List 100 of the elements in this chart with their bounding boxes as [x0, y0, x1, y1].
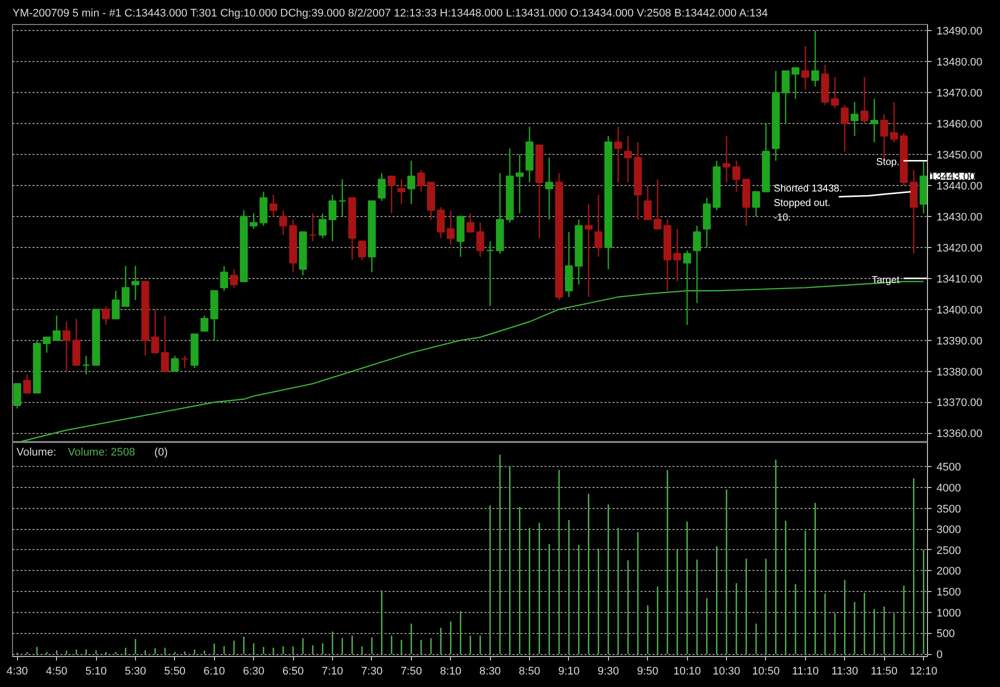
y-tick-label: 13360.00 — [936, 428, 982, 440]
x-tick-label: 10:50 — [752, 666, 780, 678]
candlestick — [644, 184, 652, 220]
y-tick-label: 13390.00 — [936, 335, 982, 348]
candlestick — [112, 290, 120, 320]
candlestick — [122, 265, 130, 307]
chart-title: Volume: — [16, 446, 56, 458]
y-tick-label: 2000 — [936, 566, 961, 578]
x-tick-label: 5:50 — [164, 666, 186, 678]
x-tick-label: 8:50 — [518, 666, 540, 678]
candlestick — [476, 222, 484, 258]
annotation: Shorted 13438. Stopped out. -10. — [774, 184, 842, 224]
y-tick-label: 13380.00 — [936, 366, 982, 378]
candlestick — [269, 194, 278, 218]
candlestick — [870, 98, 878, 143]
candlestick — [850, 101, 859, 137]
candlestick — [23, 374, 32, 394]
candlestick — [584, 203, 593, 298]
candlestick — [614, 126, 622, 184]
y-tick-label: 4000 — [936, 482, 961, 494]
candlestick — [180, 355, 189, 369]
y-tick-label: 3000 — [936, 524, 961, 536]
candlestick — [328, 194, 336, 242]
y-tick-label: 1000 — [936, 607, 961, 620]
candlestick — [378, 172, 386, 202]
candlestick — [417, 169, 426, 192]
candlestick — [161, 314, 169, 372]
x-tick-label: 10:30 — [712, 666, 740, 678]
y-tick-label: 13460.00 — [936, 118, 982, 131]
x-tick-label: 6:10 — [204, 666, 225, 678]
y-tick-label: 500 — [936, 628, 955, 640]
candlestick — [318, 212, 327, 239]
y-tick-label: 4500 — [936, 462, 961, 474]
y-tick-label: 1500 — [936, 586, 961, 599]
candlestick — [654, 178, 662, 230]
candlestick — [732, 160, 740, 192]
candlestick — [466, 212, 474, 233]
y-tick-label: 13430.00 — [936, 211, 982, 224]
candlestick — [782, 70, 790, 124]
candlestick — [811, 30, 820, 88]
candlestick — [693, 225, 701, 304]
candlestick — [82, 355, 90, 376]
x-tick-label: 8:30 — [479, 666, 501, 678]
x-tick-label: 10:10 — [673, 666, 701, 678]
y-tick-label: 2500 — [936, 544, 961, 557]
y-tick-label: 13480.00 — [936, 56, 982, 69]
candlestick — [840, 104, 849, 152]
candlestick — [388, 176, 396, 214]
candlestick — [13, 383, 22, 410]
x-tick-label: 11:10 — [792, 666, 819, 678]
candlestick — [397, 178, 406, 205]
x-tick-label: 7:30 — [361, 666, 383, 678]
x-tick-label: 9:30 — [598, 666, 620, 678]
x-tick-label: 6:30 — [242, 666, 264, 678]
candlestick — [102, 306, 110, 326]
candlestick — [683, 250, 692, 326]
candlestick — [230, 268, 238, 288]
x-tick-label: 11:30 — [831, 666, 858, 678]
x-tick-label: 7:50 — [400, 666, 422, 678]
y-tick-label: 13370.00 — [936, 397, 982, 410]
candlestick — [594, 194, 602, 258]
candlestick — [890, 101, 898, 143]
candlestick — [151, 308, 160, 354]
candlestick — [722, 135, 730, 184]
candlestick — [860, 76, 868, 124]
y-tick-label: 0 — [936, 649, 943, 661]
y-tick-label: 13420.00 — [936, 242, 982, 254]
candlestick — [200, 314, 208, 332]
candlestick — [624, 135, 632, 184]
x-tick-label: 6:50 — [282, 666, 304, 678]
annotation: (0) — [154, 446, 168, 458]
candlestick — [407, 160, 416, 205]
candlestick — [170, 355, 179, 372]
x-tick-label: 5:30 — [124, 666, 146, 678]
y-tick-label: 13410.00 — [936, 273, 982, 286]
candlestick — [42, 336, 51, 354]
candlestick — [62, 321, 70, 372]
candlestick — [752, 191, 760, 218]
candlestick — [545, 156, 554, 220]
ref-line-label: Stop. — [876, 157, 900, 168]
y-tick-label: 13450.00 — [936, 150, 982, 162]
y-tick-label: 13490.00 — [936, 26, 982, 38]
x-tick-label: 9:50 — [637, 666, 658, 678]
x-tick-label: 8:10 — [440, 666, 462, 678]
y-tick-label: 3500 — [936, 503, 961, 516]
chart-title: YM-200709 5 min - #1 C:13443.000 T:301 Chg:10.000 DChg:39.000 8/2/2007 12:13:33 H:13448.000 L:13431.000 O:13434.000 V:2508 B:13442.000 A:134 — [12, 8, 768, 20]
candlestick — [358, 240, 366, 260]
candlestick — [220, 265, 228, 292]
candlestick — [673, 228, 682, 282]
y-tick-label: 13470.00 — [936, 88, 982, 100]
x-tick-label: 4:50 — [46, 666, 68, 678]
candlestick — [801, 46, 810, 90]
candlestick — [486, 240, 494, 307]
y-tick-label: 13400.00 — [936, 304, 982, 316]
x-tick-label: 4:30 — [6, 666, 28, 678]
candlestick — [279, 210, 288, 236]
x-tick-label: 7:10 — [322, 666, 344, 678]
candlestick — [308, 212, 317, 242]
x-tick-label: 9:10 — [558, 666, 580, 678]
candlestick — [338, 178, 346, 218]
